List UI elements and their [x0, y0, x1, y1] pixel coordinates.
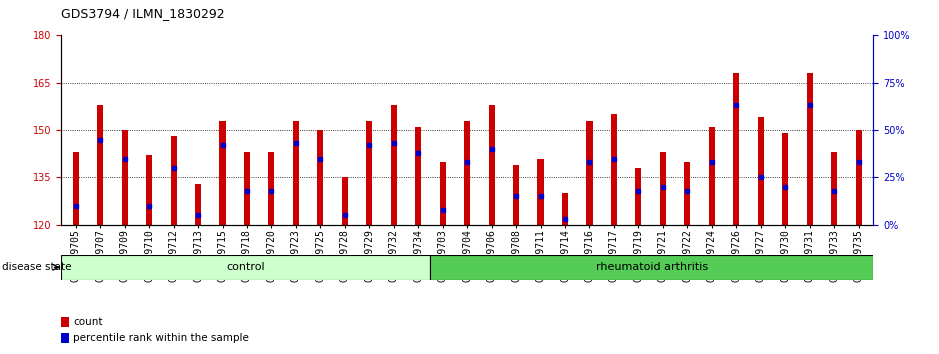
Bar	[61, 333, 69, 343]
Bar	[146, 155, 152, 225]
Bar	[195, 184, 201, 225]
Bar	[61, 317, 69, 327]
Bar	[855, 130, 862, 225]
Bar	[611, 114, 617, 225]
Bar	[709, 127, 715, 225]
Bar	[831, 152, 838, 225]
Bar	[464, 121, 470, 225]
Bar	[244, 152, 250, 225]
Bar	[97, 105, 103, 225]
Bar	[562, 193, 568, 225]
Bar	[733, 73, 739, 225]
Text: rheumatoid arthritis: rheumatoid arthritis	[595, 262, 708, 272]
Bar	[415, 127, 422, 225]
Text: control: control	[226, 262, 265, 272]
Bar	[782, 133, 788, 225]
Bar	[121, 130, 128, 225]
Text: count: count	[73, 317, 102, 327]
Bar	[685, 162, 690, 225]
Bar	[660, 152, 666, 225]
Bar	[293, 121, 299, 225]
Bar	[488, 105, 495, 225]
Bar	[636, 168, 641, 225]
Bar	[587, 121, 593, 225]
Bar	[537, 159, 544, 225]
Bar	[171, 136, 177, 225]
Bar	[317, 130, 323, 225]
Bar	[366, 121, 373, 225]
Bar	[72, 152, 79, 225]
Text: percentile rank within the sample: percentile rank within the sample	[73, 333, 249, 343]
Bar	[439, 162, 446, 225]
Bar	[269, 152, 274, 225]
Bar	[807, 73, 813, 225]
Bar	[430, 255, 873, 280]
Text: disease state: disease state	[2, 262, 71, 272]
Bar	[758, 118, 763, 225]
Bar	[513, 165, 519, 225]
Bar	[342, 177, 347, 225]
Bar	[220, 121, 225, 225]
Bar	[61, 255, 430, 280]
Bar	[391, 105, 397, 225]
Text: GDS3794 / ILMN_1830292: GDS3794 / ILMN_1830292	[61, 7, 224, 20]
